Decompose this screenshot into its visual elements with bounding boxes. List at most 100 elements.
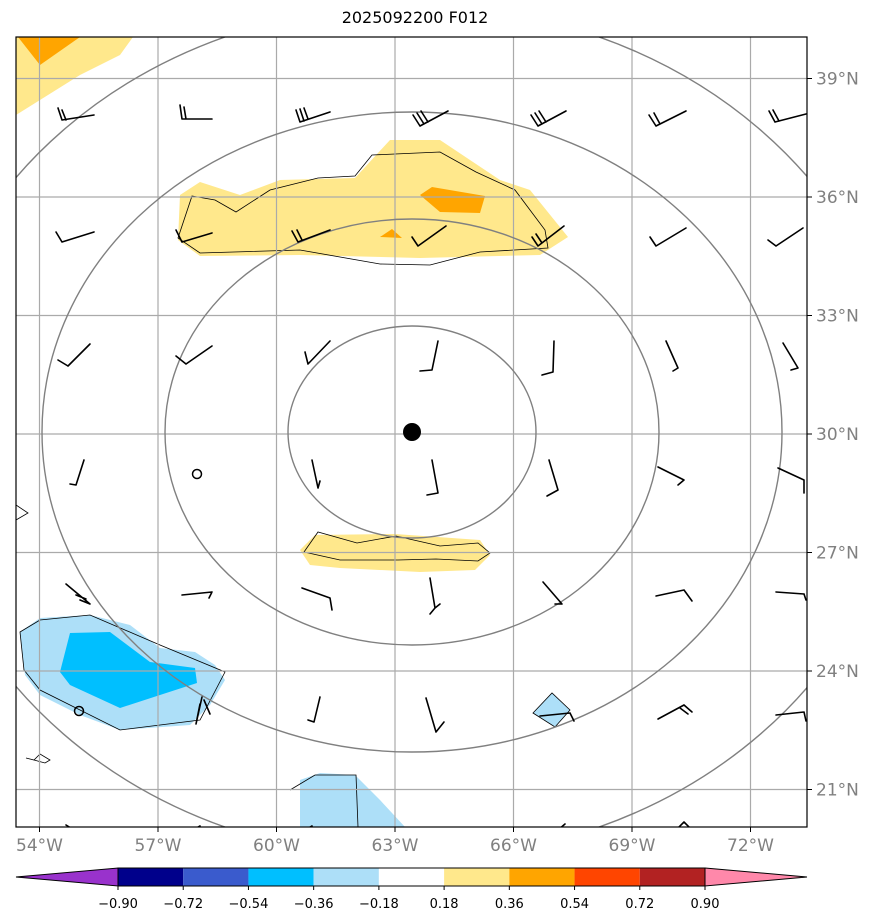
colorbar-swatch xyxy=(248,868,314,886)
graticule xyxy=(16,37,807,827)
colorbar-swatch xyxy=(378,868,445,886)
lat-label: 39°N xyxy=(816,70,859,90)
lat-label: 27°N xyxy=(816,544,859,564)
calm-circle-icon xyxy=(191,468,203,480)
colorbar-swatch xyxy=(183,868,249,886)
wind-barb xyxy=(57,107,95,121)
contour-line xyxy=(25,753,51,764)
range-ring xyxy=(287,325,537,539)
colorbar-label: −0.54 xyxy=(229,897,269,912)
shaded-regions xyxy=(16,37,571,827)
wind-barb xyxy=(775,591,807,601)
lat-label: 21°N xyxy=(816,781,859,801)
colorbar-swatch xyxy=(118,868,184,886)
wind-barb xyxy=(175,345,213,365)
colorbar-label: 0.90 xyxy=(691,897,720,912)
colorbar-label: 0.36 xyxy=(495,897,524,912)
lat-label: 30°N xyxy=(816,425,859,445)
colorbar-label: −0.36 xyxy=(294,897,334,912)
range-ring xyxy=(41,111,783,753)
strong-positive-region xyxy=(18,37,80,65)
axes: 39°N 36°N 33°N 30°N 27°N 24°N 21°N 72°W 69°W 66°W… xyxy=(16,70,859,857)
wind-barb xyxy=(311,459,321,489)
lat-label: 33°N xyxy=(816,307,859,327)
calm-markers xyxy=(73,468,203,717)
contour-line xyxy=(177,151,549,266)
lon-label: 54°W xyxy=(16,836,63,856)
lon-label: 72°W xyxy=(727,836,774,856)
wind-barb xyxy=(419,340,439,372)
wind-barb xyxy=(648,110,687,127)
wind-barb xyxy=(175,229,213,243)
wind-barb xyxy=(65,583,91,605)
colorbar-swatch xyxy=(444,868,510,886)
wind-barb xyxy=(657,704,693,720)
map-title: 2025092200 F012 xyxy=(341,8,489,27)
lon-label: 63°W xyxy=(372,836,419,856)
distance-rings xyxy=(16,37,807,827)
colorbar-extend-low xyxy=(15,867,119,887)
colorbar-swatch xyxy=(639,868,705,886)
range-ring xyxy=(164,218,660,646)
wind-barb xyxy=(542,581,563,605)
map-frame xyxy=(15,36,808,828)
colorbar-swatch xyxy=(313,868,379,886)
colorbar-label: −0.18 xyxy=(359,897,399,912)
contour-line xyxy=(16,504,29,521)
wind-barb xyxy=(57,343,91,367)
wind-barb xyxy=(426,459,439,496)
colorbar-label: −0.72 xyxy=(163,897,203,912)
colorbar-label: 0.54 xyxy=(560,897,589,912)
colorbar-frame xyxy=(117,867,706,887)
contour-line xyxy=(19,614,226,731)
wind-barb xyxy=(546,459,559,497)
lon-label: 60°W xyxy=(253,836,300,856)
lat-label: 24°N xyxy=(816,662,859,682)
colorbar-extend-high xyxy=(704,867,808,887)
wind-barb xyxy=(412,110,449,127)
wind-barb xyxy=(291,229,331,243)
wind-barb xyxy=(295,107,331,123)
lon-label: 57°W xyxy=(135,836,182,856)
contour-line xyxy=(303,531,491,562)
negative-region xyxy=(300,773,405,827)
colorbar-swatch xyxy=(574,868,640,886)
colorbar: −0.90 −0.72 −0.54 −0.36 −0.18 0.18 0.36 0.54 0.7… xyxy=(15,867,808,912)
calm-circle-icon xyxy=(73,705,85,717)
strong-positive-region xyxy=(420,187,485,213)
wind-barb xyxy=(530,110,567,127)
wind-barb xyxy=(539,712,575,722)
colorbar-swatch xyxy=(509,868,575,886)
wind-barb xyxy=(777,467,805,494)
contour-line xyxy=(289,774,359,827)
colorbar-label: −0.90 xyxy=(98,897,138,912)
lat-label: 36°N xyxy=(816,188,859,208)
lon-label: 69°W xyxy=(609,836,656,856)
wind-barb xyxy=(304,340,331,365)
strong-positive-region xyxy=(380,229,402,238)
wind-barb xyxy=(307,696,321,723)
wind-barb xyxy=(69,459,85,486)
wind-barb xyxy=(195,696,211,725)
strong-negative-region xyxy=(60,632,197,708)
wind-barb xyxy=(665,340,679,372)
wind-barb xyxy=(541,340,555,376)
lon-label: 66°W xyxy=(490,836,537,856)
wind-barb xyxy=(775,711,807,722)
wind-barb xyxy=(655,589,693,602)
wind-barb xyxy=(55,231,95,243)
storm-center-marker xyxy=(403,423,421,441)
wind-barbs xyxy=(55,104,807,827)
colorbar-label: 0.72 xyxy=(625,897,654,912)
wind-barb xyxy=(768,109,807,123)
positive-region xyxy=(178,140,568,258)
colorbar-label: 0.18 xyxy=(430,897,459,912)
wind-barb xyxy=(179,104,213,120)
wind-barb xyxy=(429,577,441,615)
wind-barb xyxy=(649,227,687,247)
wind-barb xyxy=(531,225,565,247)
range-ring xyxy=(16,37,807,827)
wind-barb xyxy=(301,587,333,611)
negative-region xyxy=(532,692,571,728)
